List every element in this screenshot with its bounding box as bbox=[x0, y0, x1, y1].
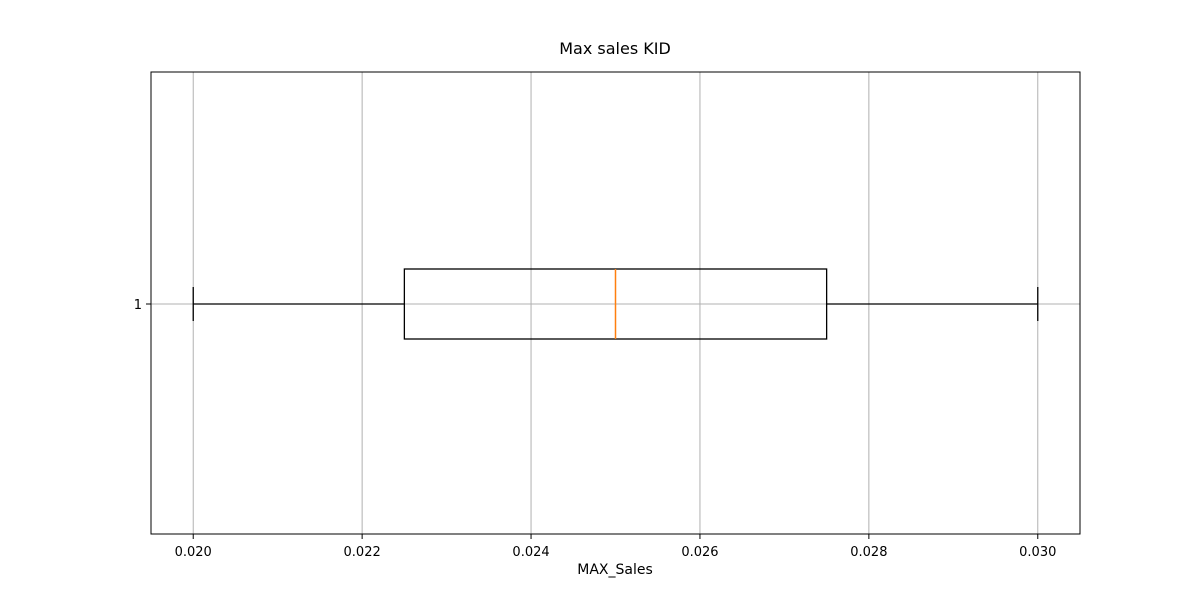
axes-layer: 0.020 0.022 0.024 0.026 0.028 0.030 1 bbox=[134, 71, 1081, 560]
x-tick-label: 0.020 bbox=[175, 545, 212, 560]
plot-layer bbox=[192, 268, 1039, 340]
x-tick-label: 0.026 bbox=[681, 545, 718, 560]
x-tick-label: 0.028 bbox=[850, 545, 887, 560]
x-tick-label: 0.024 bbox=[512, 545, 549, 560]
axes-frame bbox=[150, 71, 1081, 535]
x-tick-label: 0.030 bbox=[1019, 545, 1056, 560]
x-tick-label: 0.022 bbox=[344, 545, 381, 560]
chart-title: Max sales KID bbox=[559, 39, 671, 58]
x-axis-label: MAX_Sales bbox=[577, 562, 653, 578]
y-tick-label: 1 bbox=[134, 298, 142, 313]
